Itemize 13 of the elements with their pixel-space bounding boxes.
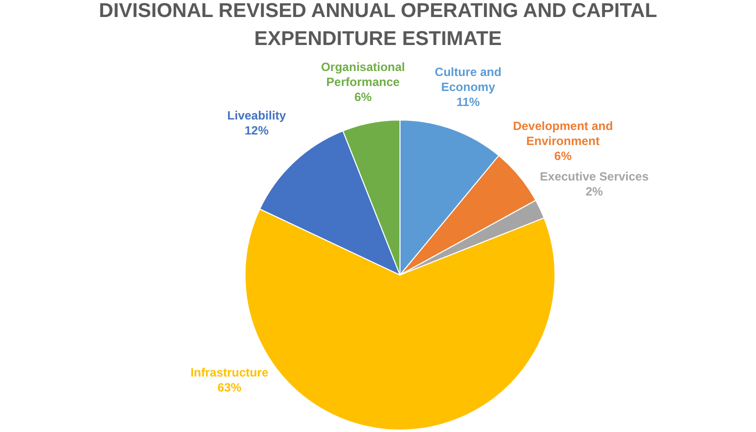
chart-title: DIVISIONAL REVISED ANNUAL OPERATING AND CAPITAL EXPENDITURE ESTIMATE: [98, 0, 658, 50]
data-label: 2%: [586, 184, 604, 199]
slice-label: Executive Services: [540, 170, 649, 184]
data-label: 6%: [554, 149, 572, 164]
slice-label: Infrastructure: [190, 366, 269, 380]
slice-label: Development and Environment: [512, 119, 613, 148]
data-label: 12%: [244, 123, 269, 138]
data-label: 6%: [354, 90, 372, 104]
slice-label: Liveability: [227, 108, 286, 122]
data-label: 11%: [456, 94, 480, 109]
slice-label: Organisational Performance: [320, 60, 406, 89]
slice-label: Culture and Economy: [434, 64, 502, 94]
data-label: 63%: [217, 380, 242, 394]
